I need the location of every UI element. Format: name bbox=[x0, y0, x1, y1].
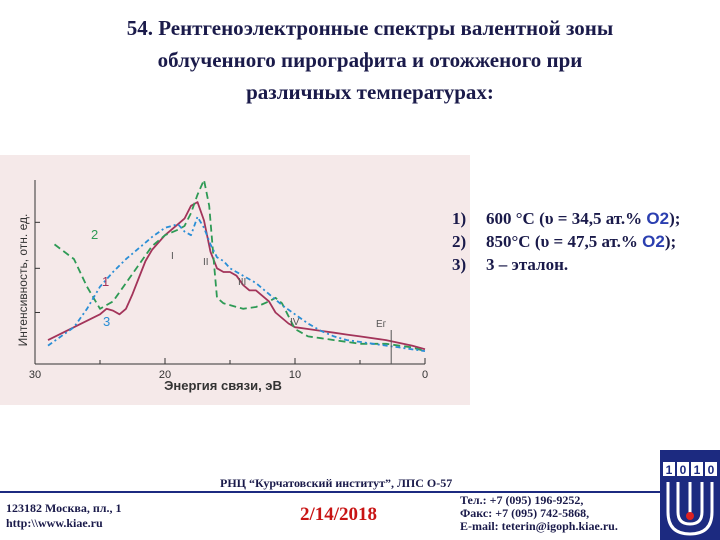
footer-divider bbox=[0, 491, 660, 493]
curve-1 bbox=[47, 201, 426, 351]
curve-label-1: 1 bbox=[102, 274, 109, 289]
slide-title: 54. Рентгеноэлектронные спектры валентно… bbox=[60, 12, 680, 108]
curve-label-3: 3 bbox=[103, 314, 110, 329]
curve-label-2: 2 bbox=[91, 227, 98, 242]
curve-3 bbox=[47, 215, 426, 352]
logo-digit-box bbox=[705, 462, 717, 476]
phone-number: Тел.: +7 (095) 196-9252, bbox=[460, 493, 584, 507]
x-axis-label: Энергия связи, эВ bbox=[164, 378, 282, 393]
chart-panel-background bbox=[0, 155, 470, 405]
fax-number: Факс: +7 (095) 742-5868, bbox=[460, 506, 590, 520]
logo-digit: 1 bbox=[666, 463, 673, 477]
footer-address: 123182 Москва, пл., 1 http:\\www.kiae.ru bbox=[6, 501, 122, 531]
x-tick-label: 10 bbox=[289, 369, 301, 381]
legend-text: 600 °C (υ = 34,5 ат.% bbox=[486, 209, 647, 228]
address-line: 123182 Москва, пл., 1 bbox=[6, 501, 122, 515]
legend-text: 3 – эталон. bbox=[486, 255, 569, 274]
title-line-2: облученного пирографита и отожженого при bbox=[157, 48, 583, 72]
footer-contacts: Тел.: +7 (095) 196-9252, Факс: +7 (095) … bbox=[460, 494, 618, 533]
spectra-chart: 30 20 10 0 1 2 3 I II III IV Eг Энергия связи, эВ … bbox=[0, 155, 470, 405]
legend: 1) 600 °C (υ = 34,5 ат.% O2); 2) 850°C (… bbox=[452, 207, 714, 276]
legend-end: ); bbox=[664, 232, 677, 251]
legend-oxygen-symbol: O2 bbox=[642, 232, 665, 251]
logo-digit-box bbox=[691, 462, 703, 476]
x-tick-label: 20 bbox=[159, 369, 171, 381]
feature-label: III bbox=[238, 277, 246, 288]
curve-2 bbox=[53, 179, 426, 352]
feature-label: IV bbox=[290, 317, 300, 328]
institute-logo: 1 0 1 0 bbox=[660, 450, 720, 540]
x-tick-label: 30 bbox=[29, 369, 41, 381]
legend-text: 850°C (υ = 47,5 ат.% bbox=[486, 232, 643, 251]
feature-label: Eг bbox=[376, 319, 387, 330]
title-line-1: 54. Рентгеноэлектронные спектры валентно… bbox=[126, 16, 614, 40]
legend-item-1: 1) 600 °C (υ = 34,5 ат.% O2); bbox=[452, 207, 714, 230]
legend-oxygen-symbol: O2 bbox=[646, 209, 670, 228]
slide-date: 2/14/2018 bbox=[300, 504, 378, 525]
x-tick-label: 0 bbox=[422, 369, 428, 381]
logo-digit: 0 bbox=[708, 463, 715, 477]
logo-arc-inner bbox=[676, 482, 704, 526]
feature-label: II bbox=[203, 257, 209, 268]
legend-num: 1) bbox=[452, 209, 467, 228]
feature-label: I bbox=[171, 251, 174, 262]
logo-digit-box bbox=[677, 462, 689, 476]
website-link[interactable]: http:\\www.kiae.ru bbox=[6, 516, 103, 530]
email-link[interactable]: E-mail: teterin@igoph.kiae.ru. bbox=[460, 519, 618, 533]
logo-dot bbox=[686, 512, 694, 520]
logo-arc-outer bbox=[666, 482, 714, 536]
legend-num: 2) bbox=[452, 232, 467, 251]
logo-digit: 0 bbox=[680, 463, 687, 477]
legend-item-3: 3) 3 – эталон. bbox=[452, 253, 714, 276]
y-axis-label: Интенсивность, отн. ед. bbox=[16, 214, 30, 347]
legend-num: 3) bbox=[452, 255, 467, 274]
logo-digit: 1 bbox=[694, 463, 701, 477]
footer-organization: РНЦ “Курчатовский институт”, ЛПС О-57 bbox=[220, 476, 453, 490]
legend-end: ); bbox=[669, 209, 681, 228]
logo-digit-box bbox=[663, 462, 675, 476]
legend-item-2: 2) 850°C (υ = 47,5 ат.% O2); bbox=[452, 230, 714, 253]
title-line-3: различных температурах: bbox=[246, 80, 494, 104]
